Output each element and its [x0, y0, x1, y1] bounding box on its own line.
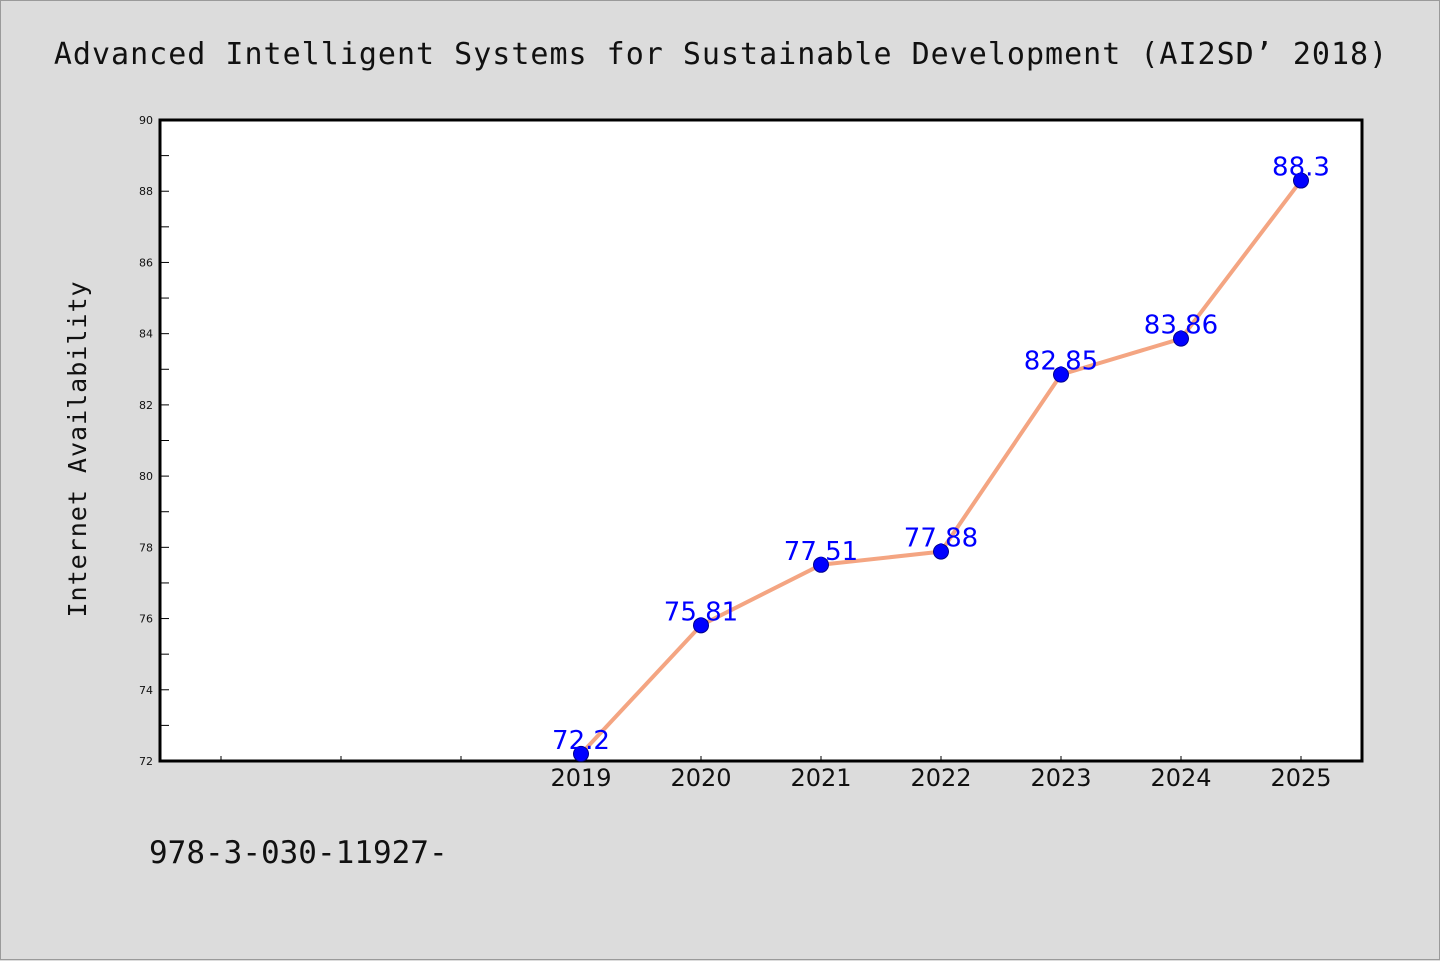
data-point	[573, 745, 589, 762]
x-tick-label: 2024	[1150, 764, 1211, 792]
y-tick-label: 80	[139, 470, 153, 483]
y-tick-label: 78	[139, 541, 153, 554]
y-tick-label: 72	[139, 755, 153, 768]
data-label: 77.51	[784, 537, 858, 567]
x-tick-label: 2025	[1270, 764, 1331, 792]
y-tick-label: 86	[139, 256, 153, 269]
y-tick-label: 88	[139, 185, 153, 198]
footer-text: 978-3-030-11927-	[149, 835, 448, 871]
data-point	[1173, 330, 1189, 347]
x-tick-label: 2023	[1030, 764, 1091, 792]
data-label: 72.2	[552, 726, 610, 756]
x-tick-label: 2022	[910, 764, 971, 792]
data-labels-group: 72.2 75.81 77.51 77.88 82.85 83.86 88.3	[552, 153, 1330, 756]
data-label: 88.3	[1272, 153, 1330, 183]
x-tick-label: 2020	[670, 764, 731, 792]
data-label: 77.88	[904, 524, 978, 554]
data-point	[1053, 366, 1069, 383]
x-tick-label: 2021	[790, 764, 851, 792]
x-axis: 2019 2020 2021 2022 2023 2024 2025	[220, 756, 1332, 792]
y-axis: 72 74 76 78 80 82 84 86 88 90	[139, 114, 169, 768]
data-point	[813, 556, 829, 573]
data-point	[933, 543, 949, 560]
y-axis-title: Internet Availability	[63, 280, 92, 617]
data-point	[693, 617, 709, 634]
x-tick-label: 2019	[550, 764, 611, 792]
chart-title: Advanced Intelligent Systems for Sustain…	[53, 37, 1389, 72]
data-label: 83.86	[1144, 311, 1218, 341]
y-tick-label: 84	[139, 328, 153, 341]
data-label: 75.81	[664, 597, 738, 627]
series-group	[573, 172, 1309, 762]
data-label: 82.85	[1024, 347, 1098, 377]
data-point	[1293, 172, 1309, 189]
y-tick-label: 76	[139, 613, 153, 626]
plot-area	[158, 118, 1364, 763]
y-tick-label: 82	[139, 399, 153, 412]
y-tick-label: 90	[139, 114, 153, 127]
y-tick-label: 74	[139, 684, 153, 697]
